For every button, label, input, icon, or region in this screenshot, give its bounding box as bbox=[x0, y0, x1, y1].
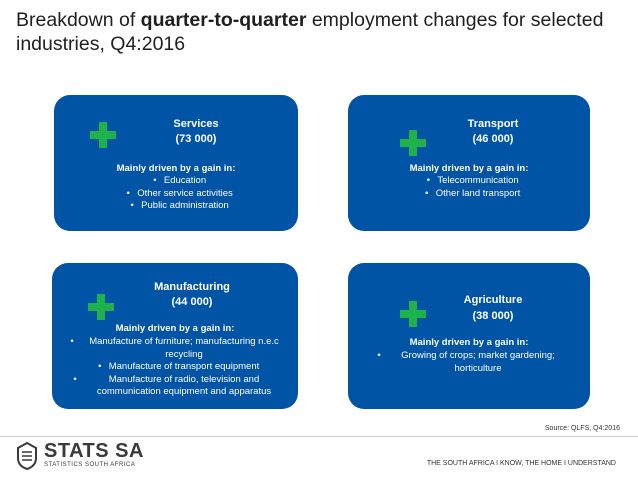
card-value: (38 000) bbox=[472, 310, 514, 322]
stats-sa-logo: STATS SA STATISTICS SOUTH AFRICA bbox=[10, 440, 210, 474]
plus-icon bbox=[400, 301, 426, 327]
source-note: Source: QLFS, Q4:2016 bbox=[544, 425, 620, 432]
card-driver-text: Mainly driven by a gain in: bbox=[115, 323, 235, 334]
page-title: Breakdown of quarter-to-quarter employme… bbox=[16, 9, 604, 55]
list-item: • Manufacture of transport equipment bbox=[98, 361, 260, 372]
plus-icon bbox=[90, 122, 116, 148]
list-item: • Manufacture of furniture; manufacturing… bbox=[70, 336, 279, 360]
agriculture-card: Agriculture (38 000) Mainly driven by a … bbox=[348, 263, 590, 409]
manufacturing-card: Manufacturing (44 000) Mainly driven by … bbox=[52, 263, 298, 409]
plus-icon bbox=[88, 294, 114, 320]
services-card: Services (73 000) Mainly driven by a gai… bbox=[54, 95, 298, 231]
card-bullets: • Telecommunication • Other land transport bbox=[348, 175, 590, 200]
logo-name: STATS SA bbox=[44, 440, 144, 462]
card-name: Manufacturing bbox=[154, 281, 230, 293]
card-value: (44 000) bbox=[171, 296, 213, 308]
stats-sa-logo-icon bbox=[17, 442, 37, 470]
logo-subtitle: STATISTICS SOUTH AFRICA bbox=[44, 462, 136, 468]
footer-divider bbox=[0, 436, 638, 437]
card-value: (46 000) bbox=[472, 133, 514, 145]
list-item: • Telecommunication bbox=[426, 175, 519, 186]
list-item: • Other service activities bbox=[126, 187, 233, 199]
list-item: • Manufacture of radio, television and co… bbox=[73, 373, 272, 398]
card-driver-text: Mainly driven by a gain in: bbox=[409, 163, 529, 174]
list-item: • Growing of crops; market gardening; hor… bbox=[377, 350, 555, 374]
footer-tagline: THE SOUTH AFRICA I KNOW, THE HOME I UNDE… bbox=[426, 460, 616, 467]
card-value: (73 000) bbox=[175, 133, 217, 145]
list-item: • Education bbox=[153, 175, 207, 186]
card-driver-text: Mainly driven by a gain in: bbox=[409, 337, 529, 348]
card-name: Services bbox=[173, 118, 219, 130]
card-name: Agriculture bbox=[463, 294, 523, 306]
title-emphasis: quarter-to-quarter bbox=[140, 9, 307, 31]
card-name: Transport bbox=[467, 118, 519, 130]
card-bullets: • Education • Other service activities • Pu… bbox=[54, 175, 298, 213]
plus-icon bbox=[400, 130, 426, 156]
transport-card: Transport (46 000) Mainly driven by a ga… bbox=[348, 95, 590, 231]
card-bullets: • Growing of crops; market gardening; hor… bbox=[348, 350, 590, 375]
list-item: • Other land transport bbox=[425, 187, 521, 199]
list-item: • Public administration bbox=[130, 200, 229, 211]
card-driver-text: Mainly driven by a gain in: bbox=[116, 163, 236, 174]
card-bullets: • Manufacture of furniture; manufacturing… bbox=[54, 336, 296, 399]
